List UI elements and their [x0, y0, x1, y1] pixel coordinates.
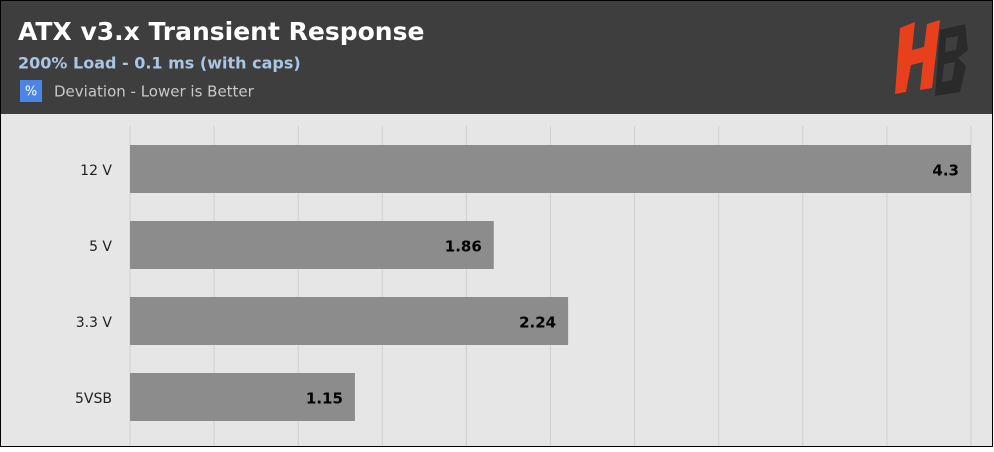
legend-label: Deviation - Lower is Better [54, 83, 255, 101]
bar [130, 145, 971, 193]
value-label: 2.24 [519, 314, 556, 332]
value-label: 1.15 [306, 390, 343, 408]
y-tick-label: 5 V [89, 239, 112, 255]
bar [130, 221, 494, 269]
header [1, 1, 992, 114]
logo [895, 20, 968, 96]
value-label: 1.86 [445, 238, 482, 256]
bar [130, 373, 355, 421]
y-tick-label: 12 V [80, 163, 112, 179]
value-label: 4.3 [932, 162, 959, 180]
legend-icon: % [25, 85, 37, 100]
bar [130, 297, 569, 345]
y-tick-label: 5VSB [75, 391, 112, 407]
chart-title: ATX v3.x Transient Response [18, 17, 424, 46]
legend-icon-box [20, 80, 42, 102]
chart-subtitle: 200% Load - 0.1 ms (with caps) [18, 54, 301, 73]
y-tick-label: 3.3 V [76, 315, 113, 331]
